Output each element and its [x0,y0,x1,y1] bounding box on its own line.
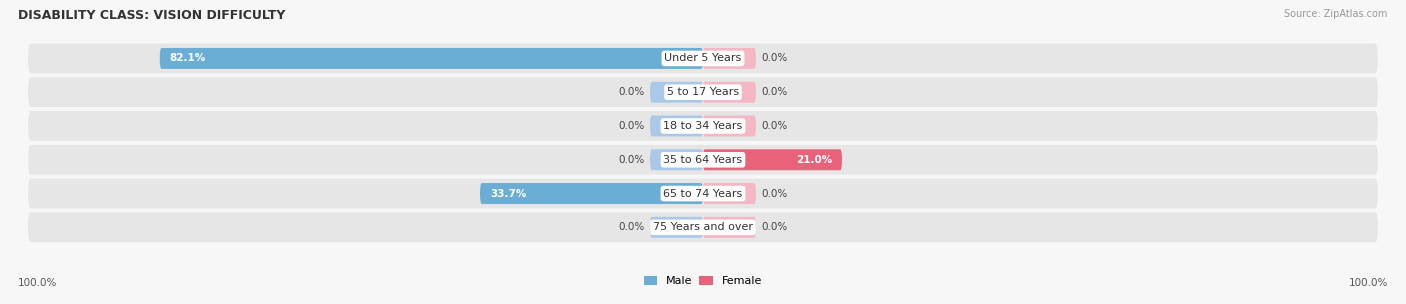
FancyBboxPatch shape [703,82,756,103]
Text: 0.0%: 0.0% [619,87,645,97]
FancyBboxPatch shape [703,149,842,170]
FancyBboxPatch shape [28,212,1378,242]
Text: 21.0%: 21.0% [796,155,832,165]
FancyBboxPatch shape [28,77,1378,107]
FancyBboxPatch shape [479,183,703,204]
Text: 75 Years and over: 75 Years and over [652,222,754,232]
FancyBboxPatch shape [703,217,756,238]
FancyBboxPatch shape [28,145,1378,174]
FancyBboxPatch shape [650,82,703,103]
Text: 0.0%: 0.0% [761,188,787,199]
Text: 0.0%: 0.0% [761,54,787,64]
Text: 18 to 34 Years: 18 to 34 Years [664,121,742,131]
FancyBboxPatch shape [650,217,703,238]
FancyBboxPatch shape [160,48,703,69]
Text: 35 to 64 Years: 35 to 64 Years [664,155,742,165]
Text: 0.0%: 0.0% [761,222,787,232]
Text: 65 to 74 Years: 65 to 74 Years [664,188,742,199]
Text: 100.0%: 100.0% [18,278,58,288]
Text: 100.0%: 100.0% [1348,278,1388,288]
Text: Source: ZipAtlas.com: Source: ZipAtlas.com [1284,9,1388,19]
Text: 0.0%: 0.0% [619,222,645,232]
FancyBboxPatch shape [703,48,756,69]
FancyBboxPatch shape [650,116,703,136]
Text: DISABILITY CLASS: VISION DIFFICULTY: DISABILITY CLASS: VISION DIFFICULTY [18,9,285,22]
FancyBboxPatch shape [28,111,1378,141]
Text: 0.0%: 0.0% [619,121,645,131]
FancyBboxPatch shape [650,149,703,170]
FancyBboxPatch shape [28,179,1378,209]
FancyBboxPatch shape [28,43,1378,73]
Text: 0.0%: 0.0% [761,121,787,131]
Text: 5 to 17 Years: 5 to 17 Years [666,87,740,97]
Text: Under 5 Years: Under 5 Years [665,54,741,64]
FancyBboxPatch shape [703,183,756,204]
Legend: Male, Female: Male, Female [640,271,766,291]
Text: 0.0%: 0.0% [619,155,645,165]
FancyBboxPatch shape [703,116,756,136]
Text: 0.0%: 0.0% [761,87,787,97]
Text: 33.7%: 33.7% [489,188,526,199]
Text: 82.1%: 82.1% [170,54,205,64]
